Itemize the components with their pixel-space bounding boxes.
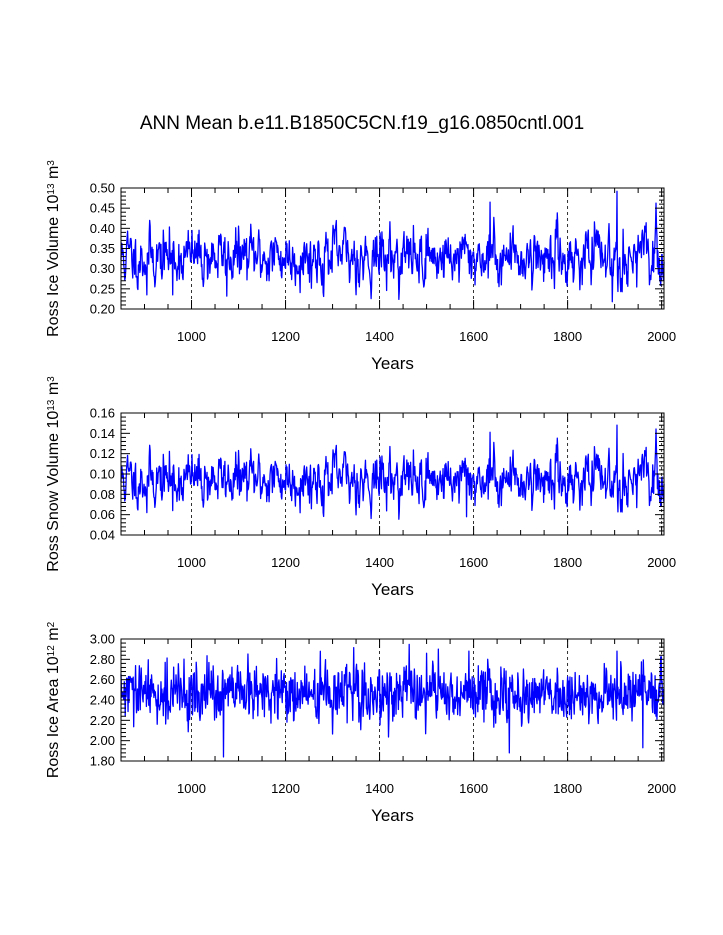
chart-panel-3: 1000 1200 1400 1600 1800 2000 1.80 2.00 2.20 2.40… <box>45 621 676 825</box>
y-axis-title: Ross Ice Area 1012 m2 <box>45 621 62 778</box>
x-tick-label: 2000 <box>647 555 676 570</box>
y-tick-label: 0.04 <box>90 528 115 543</box>
x-tick-label: 1000 <box>177 329 206 344</box>
y-axis-title: Ross Ice Volume 1013 m3 <box>45 160 62 337</box>
x-tick-label: 1800 <box>553 329 582 344</box>
x-tick-label: 1200 <box>271 329 300 344</box>
chart-panel-1: 1000 1200 1400 1600 1800 2000 0.20 0.25 0.30 0.35… <box>45 160 676 373</box>
y-axis-title: Ross Snow Volume 1013 m3 <box>45 376 62 572</box>
y-tick-label: 0.06 <box>90 507 115 522</box>
x-tick-label: 1200 <box>271 781 300 796</box>
y-tick-label: 0.14 <box>90 426 115 441</box>
y-axis-title-superscript: 12 <box>46 645 57 657</box>
y-tick-label: 0.40 <box>90 221 115 236</box>
y-axis-title-text: m <box>45 627 62 645</box>
y-tick-label: 0.50 <box>90 181 115 196</box>
x-tick-label: 1800 <box>553 781 582 796</box>
x-tick-label: 1000 <box>177 781 206 796</box>
y-tick-label: 2.80 <box>90 652 115 667</box>
y-tick-label: 0.30 <box>90 261 115 276</box>
y-axis-title-text: Ross Ice Volume 10 <box>45 194 62 336</box>
chart-title: ANN Mean b.e11.B1850C5CN.f19_g16.0850cnt… <box>140 113 584 134</box>
y-axis-title-text: Ross Ice Area 10 <box>45 656 62 778</box>
x-tick-label: 2000 <box>647 329 676 344</box>
x-tick-label: 1400 <box>365 555 394 570</box>
y-tick-label: 0.16 <box>90 406 115 421</box>
x-tick-label: 1200 <box>271 555 300 570</box>
y-axis-title-superscript: 13 <box>46 399 57 411</box>
y-tick-label: 0.10 <box>90 467 115 482</box>
y-tick-label: 0.20 <box>90 302 115 317</box>
y-axis-title-superscript: 3 <box>46 160 57 166</box>
y-axis-title-superscript: 3 <box>46 376 57 382</box>
y-tick-label: 0.45 <box>90 201 115 216</box>
x-tick-label: 2000 <box>647 781 676 796</box>
y-tick-label: 2.60 <box>90 672 115 687</box>
y-axis-title-text: Ross Snow Volume 10 <box>45 411 62 572</box>
y-tick-label: 0.25 <box>90 281 115 296</box>
y-tick-label: 0.08 <box>90 487 115 502</box>
y-axis-title-text: m <box>45 382 62 400</box>
x-tick-label: 1400 <box>365 781 394 796</box>
x-tick-label: 1000 <box>177 555 206 570</box>
data-series-line <box>120 643 665 758</box>
plot-frame <box>120 412 665 536</box>
y-tick-label: 1.80 <box>90 754 115 769</box>
data-series-line <box>120 424 665 520</box>
y-tick-label: 3.00 <box>90 632 115 647</box>
y-tick-label: 2.20 <box>90 713 115 728</box>
x-axis-title: Years <box>371 354 414 373</box>
chart-panel-2: 1000 1200 1400 1600 1800 2000 0.04 0.06 0.08 0.10… <box>45 376 676 599</box>
x-axis-title: Years <box>371 580 414 599</box>
x-tick-label: 1600 <box>459 555 488 570</box>
y-tick-label: 2.40 <box>90 693 115 708</box>
y-axis-title-text: m <box>45 166 62 184</box>
y-axis-title-superscript: 2 <box>46 621 57 627</box>
x-axis-title: Years <box>371 806 414 825</box>
data-series-line <box>120 190 665 303</box>
x-tick-label: 1800 <box>553 555 582 570</box>
plot-frame <box>120 187 665 310</box>
y-tick-label: 2.00 <box>90 733 115 748</box>
y-axis-title-superscript: 13 <box>46 183 57 195</box>
x-tick-label: 1400 <box>365 329 394 344</box>
y-tick-label: 0.12 <box>90 446 115 461</box>
x-tick-label: 1600 <box>459 329 488 344</box>
x-tick-label: 1600 <box>459 781 488 796</box>
y-tick-label: 0.35 <box>90 241 115 256</box>
